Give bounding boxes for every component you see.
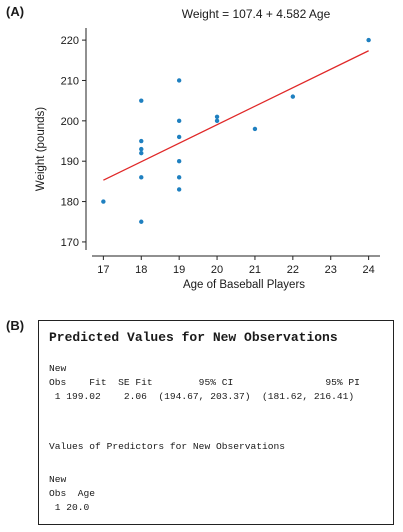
data-point xyxy=(176,175,182,180)
x-tick-label: 24 xyxy=(363,264,375,276)
data-points xyxy=(101,37,371,224)
data-point xyxy=(139,146,144,152)
data-point xyxy=(139,219,144,224)
panel-b-label: (B) xyxy=(6,318,25,333)
data-point xyxy=(214,118,220,124)
x-tick-label: 22 xyxy=(287,264,299,276)
data-point xyxy=(139,175,144,180)
data-point xyxy=(139,150,144,156)
data-point xyxy=(252,126,258,132)
predictors-new: New xyxy=(49,474,67,485)
data-point xyxy=(176,118,182,124)
prediction-output-box: Predicted Values for New Observations Ne… xyxy=(38,320,394,525)
prediction-row: 1 199.02 2.06 (194.67, 203.37) (181.62, … xyxy=(49,391,355,402)
x-tick-label: 18 xyxy=(135,264,147,276)
y-tick-label: 180 xyxy=(61,197,79,209)
data-point xyxy=(176,159,182,164)
y-axis-title: Weight (pounds) xyxy=(35,107,47,191)
x-tick-label: 23 xyxy=(325,264,337,276)
x-tick-label: 17 xyxy=(97,264,109,276)
y-tick-label: 170 xyxy=(61,237,79,249)
regression-line xyxy=(103,50,369,181)
data-point xyxy=(139,98,144,103)
x-ticks: 17 18 19 20 21 22 23 24 xyxy=(97,256,375,276)
data-point xyxy=(139,138,144,144)
data-point xyxy=(101,199,106,204)
x-tick-label: 19 xyxy=(173,264,185,276)
output-title: Predicted Values for New Observations xyxy=(49,330,338,345)
y-tick-label: 210 xyxy=(61,75,79,87)
y-tick-label: 200 xyxy=(61,116,79,128)
data-point xyxy=(366,37,371,43)
header-new: New xyxy=(49,363,67,374)
predictors-title: Values of Predictors for New Observation… xyxy=(49,441,286,452)
predictors-columns: Obs Age xyxy=(49,488,96,499)
data-point xyxy=(214,114,220,120)
data-point xyxy=(176,187,182,192)
scatter-chart: Weight = 107.4 + 4.582 Age 17 18 19 20 21 22 2… xyxy=(35,7,380,291)
panel-a-label: (A) xyxy=(6,4,25,19)
x-tick-label: 20 xyxy=(211,264,223,276)
data-point xyxy=(176,134,182,140)
data-point xyxy=(290,94,296,99)
x-tick-label: 21 xyxy=(249,264,261,276)
predictors-row: 1 20.0 xyxy=(49,502,90,513)
x-axis-title: Age of Baseball Players xyxy=(183,279,305,291)
data-point xyxy=(176,78,182,83)
y-tick-label: 220 xyxy=(61,35,79,47)
y-tick-label: 190 xyxy=(61,156,79,168)
chart-title: Weight = 107.4 + 4.582 Age xyxy=(182,7,331,21)
y-ticks: 170 180 190 200 210 220 xyxy=(61,35,86,249)
header-columns: Obs Fit SE Fit 95% CI 95% PI xyxy=(49,377,360,388)
